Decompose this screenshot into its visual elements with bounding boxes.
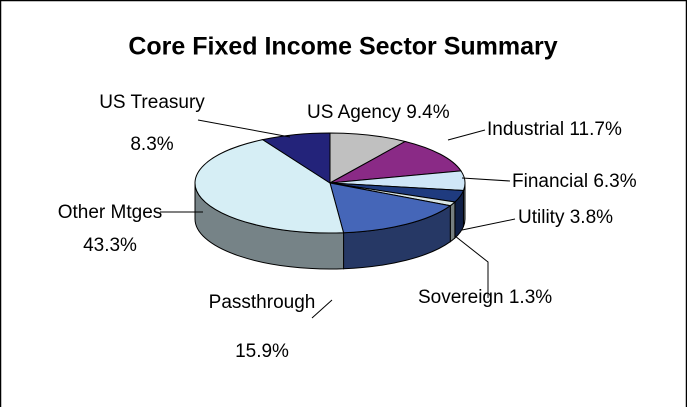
pie-slice bbox=[329, 132, 407, 184]
category-label: US Treasury bbox=[99, 92, 205, 113]
chart-title: Core Fixed Income Sector Summary bbox=[128, 33, 557, 61]
leader-line bbox=[461, 177, 511, 182]
pie-slice bbox=[329, 140, 462, 184]
leader-line bbox=[461, 218, 516, 231]
value-label: 15.9% bbox=[235, 341, 289, 362]
leader-line bbox=[454, 235, 489, 298]
value-label: 9.4% bbox=[406, 102, 449, 123]
data-label: Utility 3.8% bbox=[518, 207, 613, 228]
pie-slice bbox=[261, 132, 331, 184]
category-label: Sovereign bbox=[418, 287, 504, 308]
category-label: US Agency bbox=[307, 102, 401, 123]
value-label: 8.3% bbox=[130, 134, 173, 155]
category-label: Other Mtges bbox=[58, 202, 163, 223]
category-label: Passthrough bbox=[209, 292, 316, 313]
value-label: 3.8% bbox=[570, 207, 613, 228]
data-label: Industrial 11.7% bbox=[487, 119, 622, 140]
value-label: 6.3% bbox=[593, 171, 636, 192]
leader-line bbox=[197, 119, 291, 138]
value-label: 11.7% bbox=[569, 119, 622, 140]
pie-slice bbox=[329, 182, 452, 234]
data-label: Sovereign 1.3% bbox=[418, 287, 552, 308]
data-label: Financial 6.3% bbox=[512, 171, 637, 192]
category-label: Industrial bbox=[487, 119, 564, 140]
category-label: Financial bbox=[512, 171, 588, 192]
value-label: 43.3% bbox=[83, 235, 137, 256]
value-label: 1.3% bbox=[509, 287, 552, 308]
leader-line bbox=[311, 299, 333, 319]
leader-line bbox=[447, 129, 486, 141]
pie-slice bbox=[194, 139, 345, 234]
category-label: Utility bbox=[518, 207, 565, 228]
pie-side bbox=[449, 200, 456, 243]
data-label: US Agency 9.4% bbox=[307, 102, 450, 123]
